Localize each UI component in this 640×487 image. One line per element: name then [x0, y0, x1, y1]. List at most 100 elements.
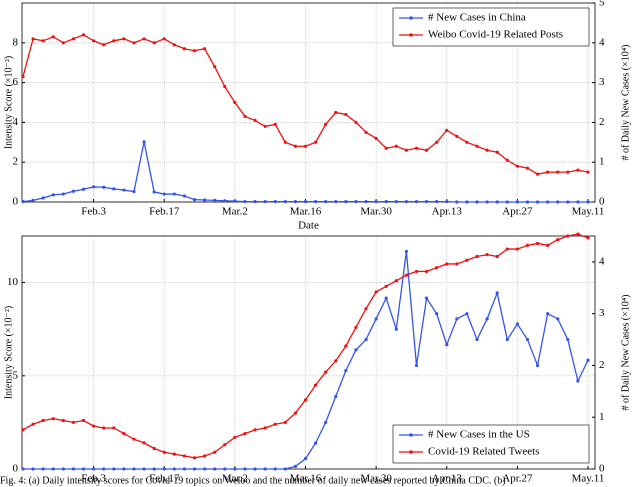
point: [41, 467, 45, 471]
point: [475, 144, 479, 148]
y2-axis-label: # of Daily New Cases (×10⁴): [620, 44, 631, 160]
point: [223, 84, 227, 89]
point: [283, 420, 287, 424]
point: [223, 467, 227, 471]
y-tick-label: 0: [13, 196, 19, 208]
point: [445, 200, 449, 204]
point: [263, 200, 267, 204]
y2-tick-label: 0: [599, 196, 605, 208]
y2-tick-label: 4: [599, 36, 605, 48]
point: [485, 148, 489, 152]
point: [102, 426, 106, 430]
point: [515, 322, 519, 326]
point: [233, 199, 237, 203]
point: [142, 441, 146, 445]
point: [344, 344, 348, 348]
point: [455, 262, 459, 266]
point: [566, 337, 570, 342]
point: [182, 194, 187, 198]
x-tick-label: Feb.3: [81, 206, 106, 218]
y2-tick-label: 1: [599, 411, 605, 423]
point: [525, 337, 530, 342]
x-tick-label: Apr.27: [502, 206, 533, 218]
point: [515, 164, 519, 168]
point: [102, 185, 106, 189]
point: [586, 236, 590, 240]
x-tick-label: May.11: [572, 206, 605, 218]
point: [182, 467, 187, 471]
point: [566, 200, 570, 204]
point: [505, 247, 509, 251]
point: [283, 140, 287, 144]
point: [192, 198, 197, 202]
point: [324, 122, 328, 126]
point: [424, 296, 429, 300]
point: [71, 189, 76, 193]
point: [445, 343, 449, 347]
point: [81, 418, 86, 423]
point: [132, 437, 136, 441]
x-tick-label: Mar.2: [222, 206, 248, 218]
point: [485, 253, 489, 257]
point: [576, 168, 580, 172]
y2-tick-label: 3: [599, 307, 605, 319]
point: [525, 243, 530, 247]
point: [283, 467, 287, 471]
point: [71, 37, 76, 41]
point: [243, 431, 247, 436]
point: [546, 200, 550, 204]
point: [435, 200, 439, 204]
point: [152, 446, 156, 451]
point: [394, 200, 398, 204]
point: [182, 454, 187, 458]
point: [414, 269, 419, 274]
point: [394, 144, 398, 148]
point: [313, 200, 318, 204]
point: [354, 325, 358, 329]
point: [162, 467, 166, 471]
point: [203, 198, 207, 202]
x-tick-label: Mar.2: [222, 473, 248, 485]
point: [515, 200, 519, 204]
point: [172, 452, 176, 456]
point: [162, 37, 166, 41]
y-axis-label: Intensity Score (×10⁻²): [3, 56, 14, 149]
point: [92, 39, 96, 43]
point: [223, 199, 227, 203]
point: [475, 254, 479, 259]
point: [374, 136, 378, 140]
point: [293, 200, 298, 204]
point: [213, 450, 217, 454]
point: [465, 200, 469, 204]
point: [546, 170, 550, 174]
point: [61, 41, 65, 45]
point: [344, 200, 348, 204]
point: [344, 369, 348, 373]
x-tick-label: Apr.27: [502, 473, 533, 485]
point: [213, 198, 217, 203]
y-tick-label: 8: [13, 36, 19, 48]
point: [455, 317, 459, 321]
point: [142, 37, 146, 41]
point: [495, 150, 499, 154]
point: [192, 456, 197, 460]
point: [465, 140, 469, 144]
point: [31, 37, 35, 41]
point: [273, 422, 277, 426]
point: [404, 249, 408, 254]
point: [142, 467, 146, 471]
point: [61, 192, 65, 196]
point: [303, 457, 308, 461]
y2-tick-label: 0: [599, 463, 605, 475]
point: [61, 418, 65, 423]
legend-label: # New Cases in China: [428, 12, 526, 24]
point: [303, 144, 308, 148]
point: [102, 43, 106, 47]
point: [566, 170, 570, 174]
point: [535, 363, 540, 368]
y-tick-label: 0: [13, 463, 19, 475]
point: [465, 258, 469, 262]
x-tick-label: Mar.30: [360, 473, 392, 485]
point: [92, 467, 96, 471]
